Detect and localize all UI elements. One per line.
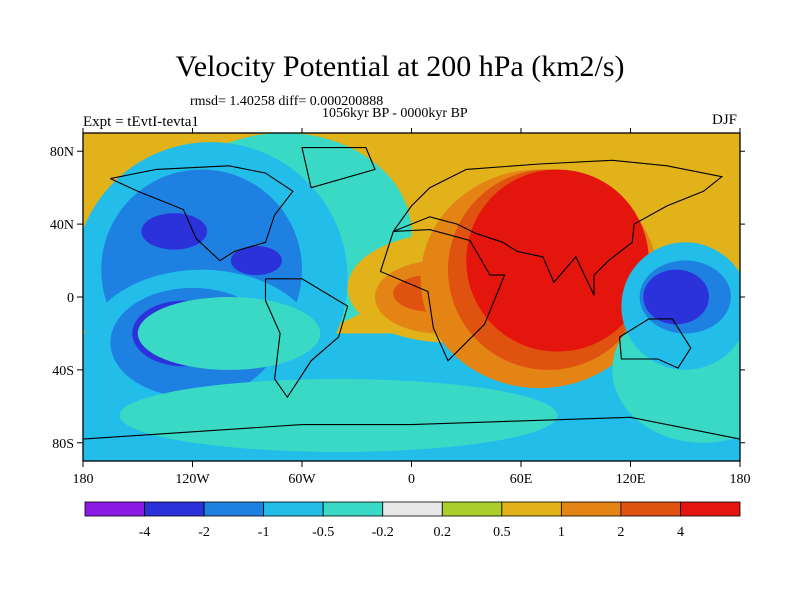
y-tick-label-3: 40S — [52, 364, 74, 379]
colorbar-label-7: 1 — [558, 525, 565, 540]
chart-title: Velocity Potential at 200 hPa (km2/s) — [175, 50, 625, 83]
coastline-2 — [379, 229, 506, 362]
colorbar-swatch-0 — [84, 501, 145, 517]
coastline-0 — [110, 165, 294, 262]
colorbar-label-5: 0.2 — [434, 525, 452, 540]
colorbar-label-1: -2 — [198, 525, 210, 540]
colorbar-swatch-6 — [441, 501, 503, 517]
contour-region-21 — [643, 269, 709, 325]
x-tick-label-6: 180 — [730, 472, 751, 487]
coastline-3 — [392, 159, 724, 296]
season-label: DJF — [712, 112, 738, 128]
colorbar-label-4: -0.2 — [372, 525, 394, 540]
contour-region-4 — [230, 245, 282, 276]
colorbar-swatch-9 — [620, 501, 681, 517]
period-label: 1056kyr BP - 0000kyr BP — [322, 106, 468, 121]
colorbar-swatch-5 — [382, 501, 443, 517]
contour-region-3 — [141, 213, 208, 250]
colorbar-swatch-2 — [203, 501, 265, 517]
contour-region-17 — [466, 169, 649, 352]
colorbar-swatch-7 — [501, 501, 562, 517]
coastline-5 — [301, 147, 376, 189]
coastline-1 — [264, 278, 349, 399]
stats-label: rmsd= 1.40258 diff= 0.000200888 — [190, 94, 384, 109]
x-tick-label-5: 120E — [616, 472, 646, 487]
x-tick-label-3: 0 — [408, 472, 415, 487]
coastlines — [83, 147, 740, 440]
colorbar-swatch-10 — [680, 501, 741, 517]
x-tick-label-2: 60W — [288, 472, 316, 487]
x-tick-label-1: 120W — [175, 472, 210, 487]
x-tick-label-4: 60E — [510, 472, 533, 487]
colorbar-label-6: 0.5 — [493, 525, 511, 540]
contour-region-10 — [137, 297, 321, 370]
y-tick-label-0: 80N — [50, 145, 74, 160]
axes: 180 120W 60W 0 60E 120E 180 80N 40N 0 40S 80S — [50, 128, 751, 487]
colorbar-label-2: -1 — [258, 525, 270, 540]
y-tick-label-1: 40N — [50, 218, 74, 233]
colorbar-label-3: -0.5 — [312, 525, 334, 540]
y-tick-label-2: 0 — [67, 291, 74, 306]
colorbar-label-8: 2 — [617, 525, 624, 540]
x-tick-label-0: 180 — [73, 472, 94, 487]
coastline-6 — [83, 416, 740, 440]
contour-region-8 — [119, 379, 558, 452]
y-tick-label-4: 80S — [52, 437, 74, 452]
contour-regions — [83, 133, 740, 461]
colorbar-swatch-3 — [263, 501, 324, 517]
experiment-label: Expt = tEvtI-tevta1 — [83, 114, 199, 130]
colorbar-label-0: -4 — [139, 525, 151, 540]
colorbar-swatch-8 — [560, 501, 622, 517]
colorbar: -4 -2 -1 -0.5 -0.2 0.2 0.5 1 2 4 — [84, 501, 741, 540]
colorbar-swatch-4 — [322, 501, 384, 517]
colorbar-label-9: 4 — [677, 525, 684, 540]
colorbar-swatch-1 — [144, 501, 205, 517]
coastline-4 — [618, 318, 692, 369]
